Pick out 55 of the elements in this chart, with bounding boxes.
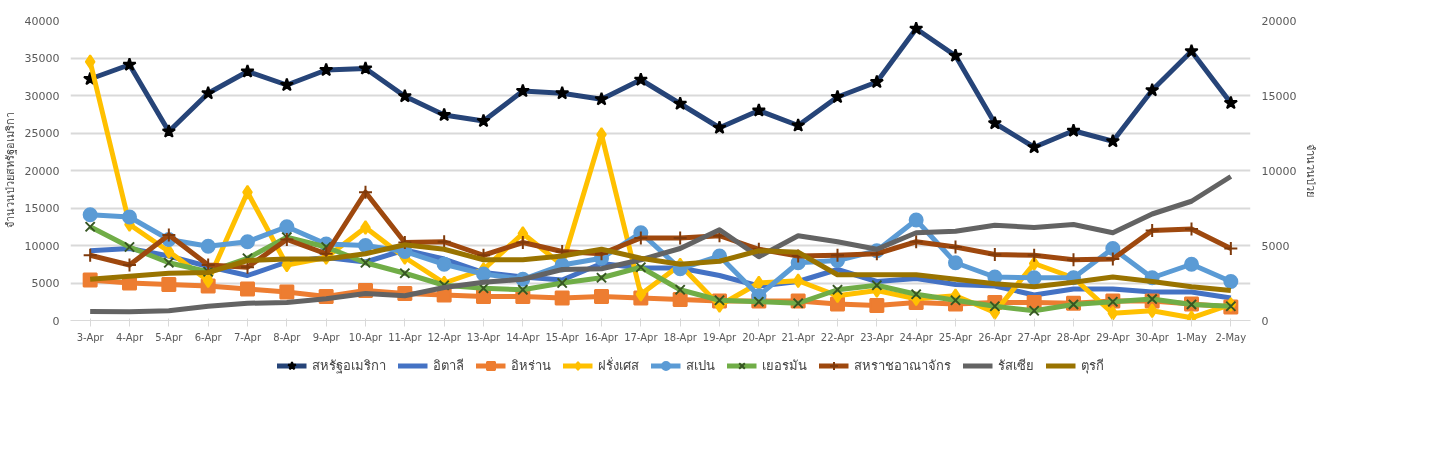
x-tick-label: 28-Apr (1056, 331, 1092, 343)
x-tick-label: 14-Apr (506, 331, 541, 343)
y-tick-label: 30000 (24, 89, 60, 103)
x-tick-label: 6-Apr (194, 331, 223, 343)
legend-label: อิหร่าน (510, 356, 551, 375)
x-tick-label: 10-Apr (348, 331, 384, 343)
legend-label: ตุรกี (1080, 356, 1104, 376)
x-tick-label: 8-Apr (273, 331, 302, 343)
y-tick-label: 20000 (24, 164, 60, 178)
x-tick-label: 23-Apr (860, 331, 895, 343)
legend-label: รัสเซีย (997, 356, 1034, 375)
y-tick-label: 35000 (24, 52, 60, 65)
y-tick-label: 40000 (24, 14, 60, 28)
y-tick-label: 5000 (31, 277, 60, 290)
x-tick-label: 27-Apr (1017, 331, 1052, 343)
x-tick-label: 18-Apr (663, 331, 698, 343)
y-tick-label: 10000 (24, 239, 60, 253)
y-axis-title: จำนวนป่วยสหรัฐอเมริกา (3, 112, 17, 229)
y2-tick-label: 20000 (1261, 14, 1297, 28)
y-tick-label: 0 (52, 314, 60, 328)
x-tick-label: 12-Apr (427, 331, 462, 343)
y2-tick-label: 15000 (1261, 89, 1297, 103)
x-tick-label: 21-Apr (781, 331, 816, 343)
x-tick-label: 16-Apr (584, 331, 620, 343)
x-tick-label: 11-Apr (388, 331, 423, 343)
x-tick-label: 4-Apr (115, 331, 144, 343)
legend-label: เยอรมัน (761, 356, 807, 375)
x-tick-label: 24-Apr (899, 331, 934, 343)
x-tick-label: 20-Apr (742, 331, 777, 343)
legend-label: สหราชอาณาจักร (853, 356, 951, 375)
x-tick-label: 5-Apr (155, 331, 184, 343)
y2-tick-label: 0 (1261, 314, 1269, 328)
y-tick-label: 15000 (24, 202, 60, 215)
x-tick-label: 13-Apr (466, 331, 502, 343)
y2-axis-title: จำนวนป่วย (1304, 144, 1318, 197)
x-tick-label: 9-Apr (312, 331, 341, 343)
x-tick-label: 30-Apr (1135, 331, 1170, 343)
x-tick-label: 2-May (1215, 331, 1247, 343)
x-tick-label: 29-Apr (1096, 331, 1131, 343)
x-tick-label: 17-Apr (624, 331, 659, 343)
legend-label: อิตาลี (432, 356, 464, 375)
x-tick-label: 15-Apr (545, 331, 580, 343)
x-tick-label: 3-Apr (76, 331, 105, 343)
legend-label: สหรัฐอเมริกา (311, 356, 386, 376)
x-tick-label: 1-May (1176, 331, 1207, 343)
legend-label: ฝรั่งเศส (597, 356, 639, 375)
x-tick-label: 19-Apr (702, 331, 738, 343)
y2-tick-label: 5000 (1261, 239, 1290, 253)
y-tick-label: 25000 (24, 127, 60, 140)
x-tick-label: 7-Apr (233, 331, 262, 343)
y2-tick-label: 10000 (1261, 164, 1297, 178)
x-tick-label: 25-Apr (938, 331, 974, 343)
x-tick-label: 26-Apr (978, 331, 1013, 343)
x-tick-label: 22-Apr (820, 331, 856, 343)
legend-label: สเปน (685, 356, 715, 375)
